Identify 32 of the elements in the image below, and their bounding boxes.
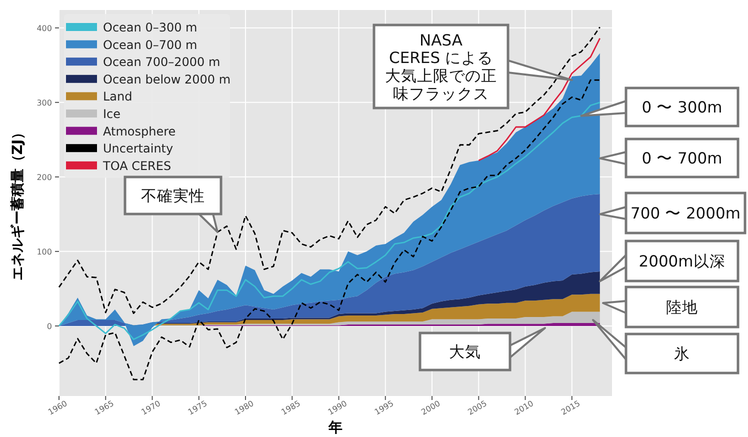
- y-tick-label: 200: [36, 172, 52, 182]
- callout: 2000m以深: [598, 240, 740, 282]
- annotation: 0 〜 300m: [642, 98, 722, 117]
- y-tick-label: 300: [36, 98, 52, 108]
- y-axis-title: エネルギー蓄積量（ZJ）: [10, 125, 26, 281]
- x-axis-title: 年: [328, 420, 342, 436]
- legend-label: Ocean below 2000 m: [103, 72, 231, 86]
- legend-label: Land: [103, 90, 132, 104]
- callout: 不確実性: [124, 176, 222, 234]
- legend-label: Ocean 700–2000 m: [103, 55, 220, 70]
- legend-label: Ocean 0–700 m: [103, 38, 198, 52]
- callout: 700 〜 2000m: [598, 192, 746, 234]
- y-tick-label: 100: [36, 247, 52, 256]
- y-tick-label: 0: [46, 322, 52, 331]
- callout: 大気: [418, 327, 546, 372]
- annotation: 大気: [449, 343, 481, 362]
- legend-label: TOA CERES: [102, 158, 172, 173]
- callout: 0 〜 700m: [598, 138, 740, 178]
- annotation: 0 〜 700m: [642, 150, 722, 168]
- legend-label: Uncertainty: [103, 142, 174, 156]
- callout: NASA CERES による大気上限での正味フラックス: [372, 24, 573, 110]
- legend-label: Atmosphere: [103, 124, 176, 138]
- callout: 0 〜 300m: [580, 86, 740, 128]
- legend-label: Ice: [103, 107, 121, 121]
- legend-label: Ocean 0–300 m: [103, 20, 198, 34]
- callout: 氷: [592, 319, 740, 374]
- annotation: NASA CERES による大気上限での正味フラックス: [385, 31, 497, 103]
- annotation: 700 〜 2000m: [630, 204, 740, 223]
- y-tick-label: 400: [36, 24, 52, 33]
- callout: 陸地: [602, 286, 740, 328]
- annotation: 不確実性: [141, 187, 205, 206]
- annotation: 2000m以深: [638, 252, 726, 271]
